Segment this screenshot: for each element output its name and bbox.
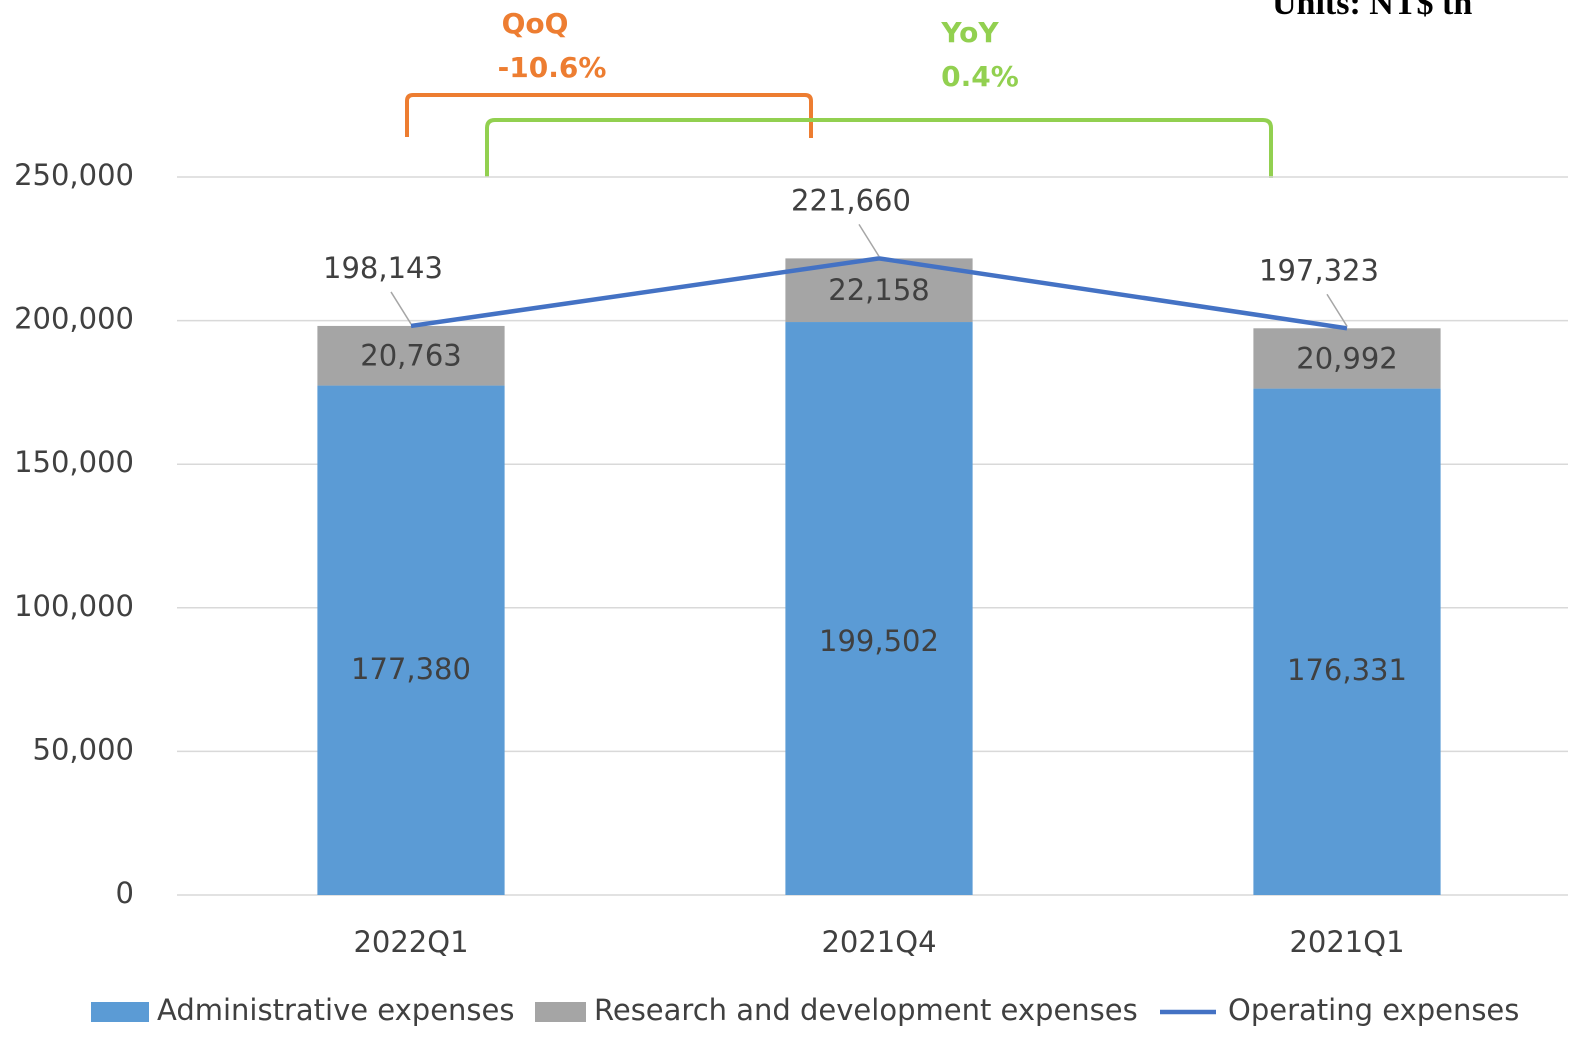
units-label: Units: NT$ th (1272, 0, 1472, 22)
data-label: 199,502 (819, 624, 939, 658)
legend-label: Operating expenses (1228, 993, 1519, 1027)
x-tick-label: 2022Q1 (353, 925, 468, 959)
legend-swatch (535, 1002, 586, 1022)
legend-label: Administrative expenses (157, 993, 515, 1027)
y-tick-label: 0 (116, 876, 134, 910)
legend-swatch (91, 1002, 149, 1022)
data-label: 20,992 (1296, 341, 1397, 375)
qoq-label: QoQ (502, 7, 569, 40)
leader-line (1326, 293, 1348, 327)
bar-segment (317, 325, 505, 386)
data-label: 20,763 (360, 339, 461, 373)
yoy-label: YoY (940, 16, 999, 49)
bar-segment (317, 385, 505, 895)
y-tick-label: 50,000 (33, 732, 134, 766)
line (410, 256, 1348, 331)
legend-label: Research and development expenses (594, 993, 1138, 1027)
qoq-value: -10.6% (498, 51, 607, 84)
data-label: 198,143 (323, 251, 443, 285)
leader-line (858, 223, 880, 257)
data-label: 197,323 (1259, 253, 1379, 287)
data-label: 177,380 (351, 652, 471, 686)
bar-segment (785, 322, 973, 895)
y-tick-label: 150,000 (14, 445, 134, 479)
x-tick-label: 2021Q1 (1289, 925, 1404, 959)
bar-segment (1253, 388, 1441, 895)
data-label: 176,331 (1287, 653, 1407, 687)
qoq-bracket (405, 93, 813, 138)
bar-segment (1253, 328, 1441, 389)
y-tick-label: 200,000 (14, 302, 134, 336)
yoy-value: 0.4% (941, 60, 1019, 93)
y-tick-label: 100,000 (14, 589, 134, 623)
data-label: 221,660 (791, 183, 911, 217)
yoy-bracket (485, 118, 1273, 178)
x-tick-label: 2021Q4 (821, 925, 936, 959)
y-tick-label: 250,000 (14, 158, 134, 192)
data-label: 22,158 (828, 273, 929, 307)
leader-line (390, 291, 412, 325)
